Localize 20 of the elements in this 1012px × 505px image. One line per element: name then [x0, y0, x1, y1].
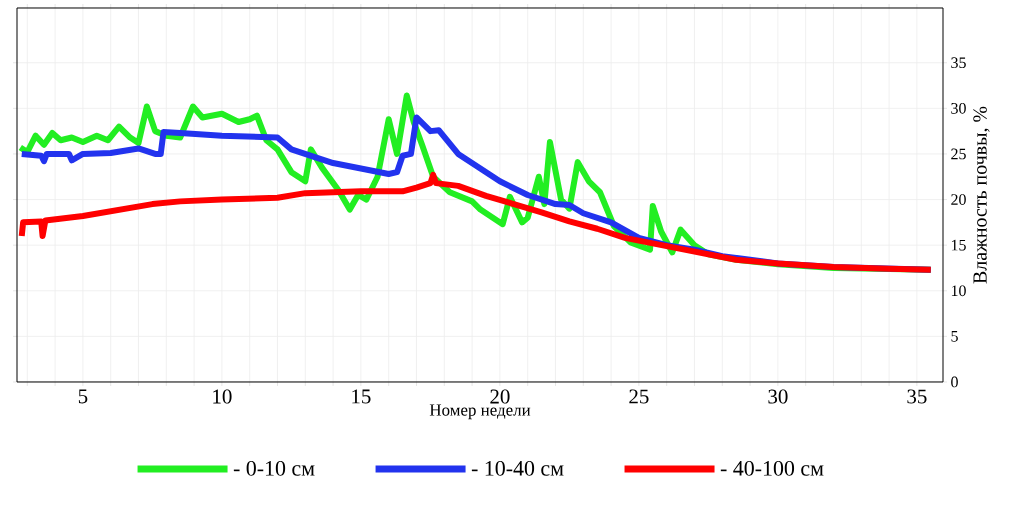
legend-label: - 10-40 см: [471, 460, 564, 476]
x-tick-label: 10: [213, 389, 232, 404]
y-tick-label: 10: [951, 285, 966, 297]
x-tick-label: 15: [352, 389, 371, 404]
y-tick-label: 5: [951, 331, 958, 342]
y-tick-label: 30: [951, 102, 966, 114]
x-tick-label: 25: [629, 389, 649, 404]
x-axis-title: Номер недели: [429, 404, 531, 420]
x-tick-label: 20: [490, 389, 510, 404]
y-tick-label: 0: [951, 376, 958, 388]
y-tick-label: 25: [951, 148, 966, 160]
y-axis-title: Влажность почвы, %: [973, 106, 990, 284]
x-tick-label: 35: [907, 389, 927, 404]
y-tick-label: 15: [951, 239, 966, 251]
x-tick-label: 30: [768, 389, 788, 404]
legend-label: - 0-10 см: [233, 460, 315, 476]
x-tick-label: 5: [78, 389, 88, 404]
y-tick-label: 20: [951, 194, 966, 205]
legend-label: - 40-100 см: [720, 460, 824, 476]
y-tick-label: 35: [951, 57, 966, 69]
